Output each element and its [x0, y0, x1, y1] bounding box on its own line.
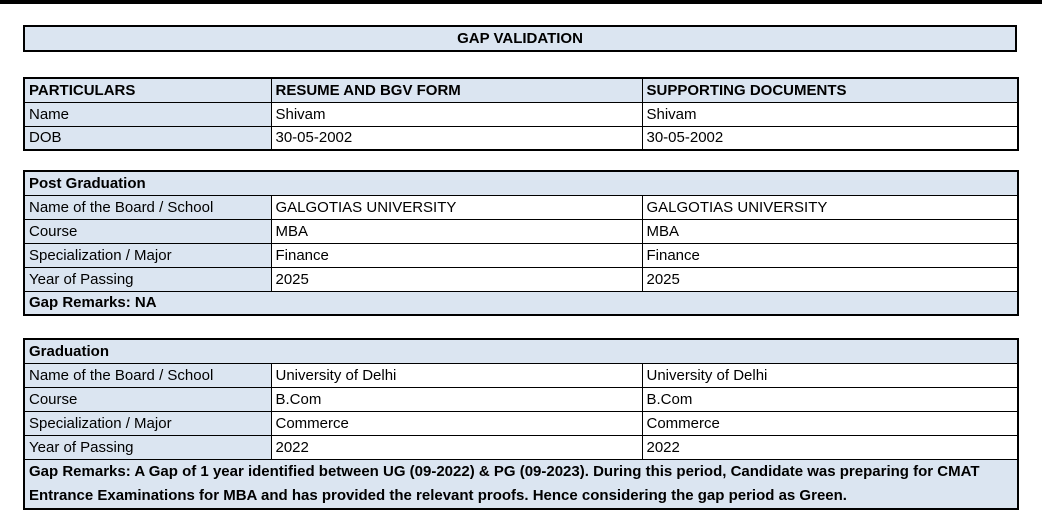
row-label-specialization: Specialization / Major	[23, 410, 272, 436]
column-header-supporting-docs: SUPPORTING DOCUMENTS	[641, 77, 1019, 103]
table-row: Course B.Com B.Com	[23, 386, 1019, 412]
supporting-value-board-school: GALGOTIAS UNIVERSITY	[641, 194, 1019, 220]
table-row: Specialization / Major Finance Finance	[23, 242, 1019, 268]
row-label-year-of-passing: Year of Passing	[23, 434, 272, 460]
supporting-value-specialization: Commerce	[641, 410, 1019, 436]
table-row: DOB 30-05-2002 30-05-2002	[23, 125, 1019, 151]
table-header-row: PARTICULARS RESUME AND BGV FORM SUPPORTI…	[23, 77, 1019, 103]
table-row: Year of Passing 2022 2022	[23, 434, 1019, 460]
column-header-particulars: PARTICULARS	[23, 77, 272, 103]
section-header-row: Graduation	[23, 338, 1019, 364]
table-row: Specialization / Major Commerce Commerce	[23, 410, 1019, 436]
resume-value-name: Shivam	[270, 101, 643, 127]
row-label-dob: DOB	[23, 125, 272, 151]
resume-value-specialization: Commerce	[270, 410, 643, 436]
window-top-border	[0, 0, 1042, 4]
gap-remarks-graduation: Gap Remarks: A Gap of 1 year identified …	[23, 458, 1019, 510]
gap-validation-document: GAP VALIDATION PARTICULARS RESUME AND BG…	[23, 25, 1020, 510]
row-label-board-school: Name of the Board / School	[23, 362, 272, 388]
gap-remarks-row: Gap Remarks: NA	[23, 290, 1019, 316]
gap-remarks-post-graduation: Gap Remarks: NA	[23, 290, 1019, 316]
resume-value-course: MBA	[270, 218, 643, 244]
table-row: Name of the Board / School University of…	[23, 362, 1019, 388]
resume-value-year-of-passing: 2022	[270, 434, 643, 460]
supporting-value-dob: 30-05-2002	[641, 125, 1019, 151]
row-label-specialization: Specialization / Major	[23, 242, 272, 268]
section-header-row: Post Graduation	[23, 170, 1019, 196]
supporting-value-year-of-passing: 2025	[641, 266, 1019, 292]
row-label-year-of-passing: Year of Passing	[23, 266, 272, 292]
graduation-table: Graduation Name of the Board / School Un…	[23, 338, 1020, 510]
supporting-value-year-of-passing: 2022	[641, 434, 1019, 460]
resume-value-dob: 30-05-2002	[270, 125, 643, 151]
row-label-name: Name	[23, 101, 272, 127]
resume-value-board-school: GALGOTIAS UNIVERSITY	[270, 194, 643, 220]
supporting-value-name: Shivam	[641, 101, 1019, 127]
supporting-value-board-school: University of Delhi	[641, 362, 1019, 388]
resume-value-board-school: University of Delhi	[270, 362, 643, 388]
table-row: Course MBA MBA	[23, 218, 1019, 244]
post-graduation-table: Post Graduation Name of the Board / Scho…	[23, 170, 1020, 316]
supporting-value-course: MBA	[641, 218, 1019, 244]
table-row: Name Shivam Shivam	[23, 101, 1019, 127]
resume-value-year-of-passing: 2025	[270, 266, 643, 292]
section-title-graduation: Graduation	[23, 338, 1019, 364]
resume-value-course: B.Com	[270, 386, 643, 412]
table-row: Name of the Board / School GALGOTIAS UNI…	[23, 194, 1019, 220]
row-label-course: Course	[23, 218, 272, 244]
gap-remarks-row: Gap Remarks: A Gap of 1 year identified …	[23, 458, 1019, 510]
page-title: GAP VALIDATION	[23, 25, 1017, 52]
row-label-course: Course	[23, 386, 272, 412]
section-title-post-graduation: Post Graduation	[23, 170, 1019, 196]
supporting-value-specialization: Finance	[641, 242, 1019, 268]
table-row: Year of Passing 2025 2025	[23, 266, 1019, 292]
column-header-resume-bgv: RESUME AND BGV FORM	[270, 77, 643, 103]
particulars-table: PARTICULARS RESUME AND BGV FORM SUPPORTI…	[23, 77, 1019, 151]
resume-value-specialization: Finance	[270, 242, 643, 268]
supporting-value-course: B.Com	[641, 386, 1019, 412]
row-label-board-school: Name of the Board / School	[23, 194, 272, 220]
